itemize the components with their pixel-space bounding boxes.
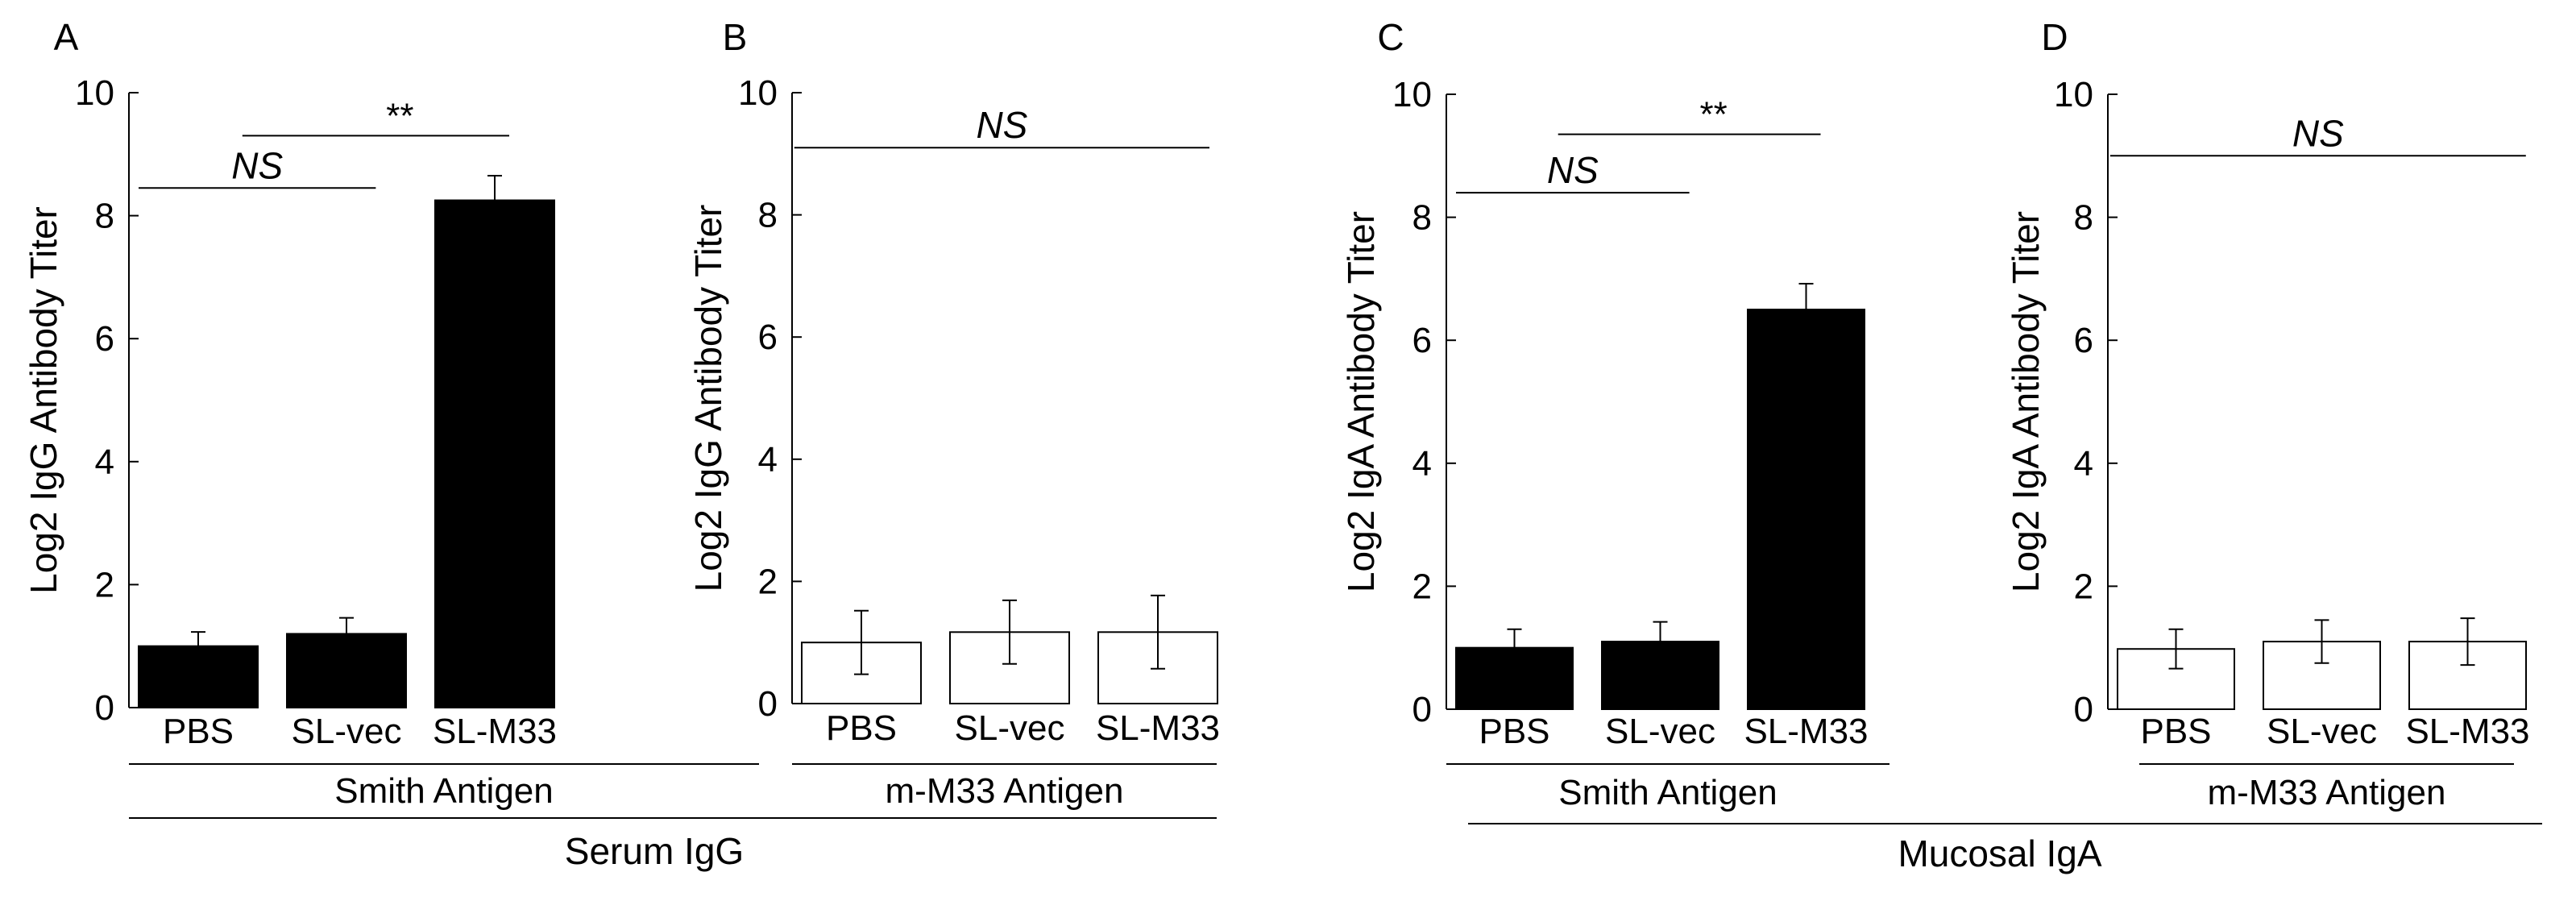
significance-label: NS [1547,149,1599,191]
significance-label: NS [976,104,1027,146]
y-tick-label: 8 [95,197,114,236]
group-label: m-M33 Antigen [2208,773,2446,812]
y-tick-label: 8 [758,196,778,235]
y-tick-label: 4 [1412,444,1432,484]
y-tick-label: 2 [2074,567,2093,606]
y-tick-label: 10 [2054,75,2093,114]
chart-panels: A 0 2 4 6 8 10 Log2 IgG Antibody Titer PBS SL-vec… [23,16,2530,812]
y-tick-label: 6 [758,318,778,357]
y-tick-label: 8 [2074,198,2093,238]
category-label: SL-M33 [1744,712,1868,751]
y-tick-label: 4 [95,442,114,482]
y-tick-label: 2 [758,562,778,601]
bar [1601,641,1719,711]
bar [1747,309,1865,710]
category-label: SL-vec [292,712,402,751]
y-tick-label: 2 [95,565,114,604]
significance-label: NS [2292,112,2344,154]
y-tick-label: 6 [1412,321,1432,360]
category-label: PBS [826,708,897,748]
y-tick-label: 4 [2074,444,2093,484]
y-tick-label: 10 [738,73,778,113]
bar [434,199,555,708]
chart-panel-a: A 0 2 4 6 8 10 Log2 IgG Antibody Titer PBS SL-vec… [23,16,759,811]
y-tick-label: 0 [95,688,114,728]
y-tick-label: 10 [1392,75,1432,114]
panel-letter: A [54,16,79,58]
category-label: SL-M33 [1096,708,1220,748]
category-label: SL-vec [955,708,1065,748]
mucosal-label: Mucosal IgA [1898,833,2101,874]
category-label: SL-M33 [433,712,557,751]
y-axis-label: Log2 IgG Antibody Titer [687,205,729,592]
serum-label: Serum IgG [565,830,744,872]
bar [1455,646,1574,711]
y-tick-label: 0 [1412,690,1432,729]
category-label: PBS [2140,712,2211,751]
significance-label: ** [1699,95,1727,135]
significance-label: ** [386,96,413,135]
bar [286,633,407,708]
significance-label: NS [231,144,283,186]
y-tick-label: 0 [758,684,778,724]
y-axis-label: Log2 IgA Antibody Titer [2005,211,2047,592]
panel-letter: D [2041,16,2068,58]
chart-panel-b: B 0 2 4 6 8 10 Log2 IgG Antibody Titer PBS SL-vec… [687,16,1220,811]
category-label: SL-M33 [2405,712,2529,751]
bar [138,645,259,709]
y-tick-label: 6 [95,319,114,359]
y-tick-label: 2 [1412,567,1432,606]
group-label: m-M33 Antigen [886,771,1124,811]
y-tick-label: 0 [2074,690,2093,729]
category-label: SL-vec [1605,712,1715,751]
panel-letter: B [723,16,748,58]
category-label: PBS [163,712,234,751]
y-tick-label: 4 [758,440,778,480]
group-label: Smith Antigen [1558,773,1777,812]
y-tick-label: 6 [2074,321,2093,360]
chart-panel-d: D 0 2 4 6 8 10 Log2 IgA Antibody Titer PBS SL-vec… [2005,16,2530,812]
panel-letter: C [1377,16,1404,58]
y-tick-label: 8 [1412,198,1432,238]
y-axis-label: Log2 IgG Antibody Titer [23,206,64,594]
category-label: SL-vec [2267,712,2377,751]
category-label: PBS [1479,712,1549,751]
y-axis-label: Log2 IgA Antibody Titer [1340,211,1382,592]
chart-panel-c: C 0 2 4 6 8 10 Log2 IgA Antibody Titer PBS SL-vec… [1340,16,1889,812]
group-label: Smith Antigen [334,771,554,811]
y-tick-label: 10 [75,73,114,113]
